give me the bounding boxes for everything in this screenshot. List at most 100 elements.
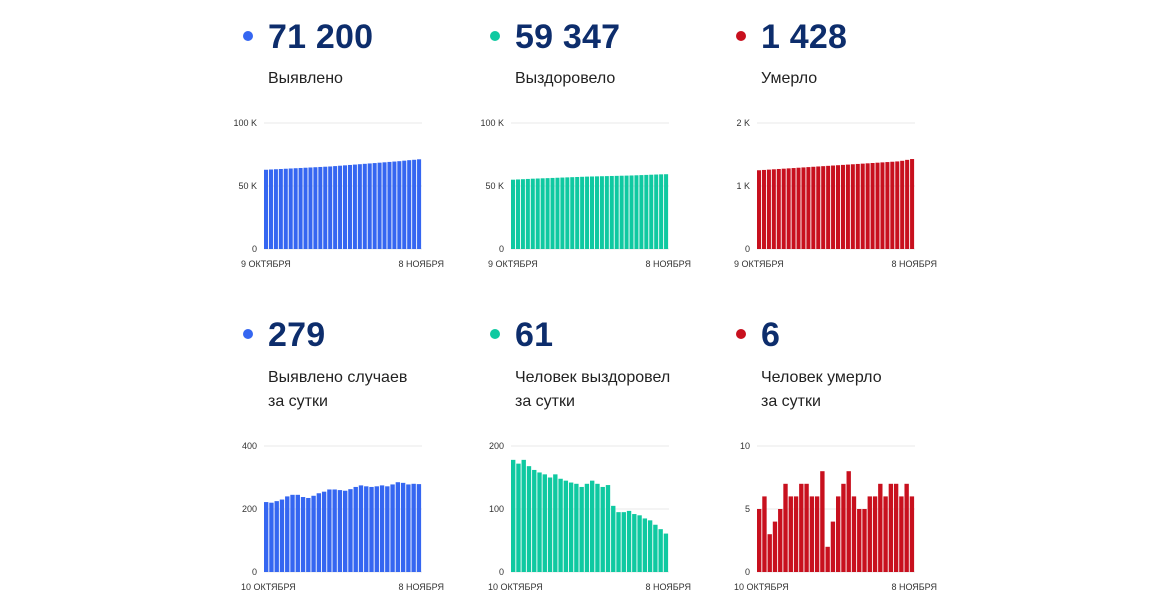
bar [767, 534, 772, 572]
x-end-label: 8 НОЯБРЯ [398, 259, 444, 269]
bar [530, 178, 535, 249]
bar [295, 494, 300, 572]
y-tick-label: 5 [745, 504, 750, 514]
bar [283, 168, 288, 249]
bar-chart: 100 K 50 K 0 9 ОКТЯБРЯ 8 НОЯБРЯ [233, 118, 444, 269]
bar [605, 485, 611, 572]
bar [387, 161, 392, 249]
bar [369, 486, 374, 572]
bar [826, 165, 831, 249]
bar [397, 161, 402, 249]
y-tick-label: 200 [242, 504, 257, 514]
bar [417, 159, 422, 249]
bar [535, 178, 540, 249]
bar [264, 502, 269, 572]
bar [584, 483, 590, 572]
bar-chart: 10 5 0 10 ОКТЯБРЯ 8 НОЯБРЯ [734, 441, 937, 592]
bar [783, 483, 788, 572]
bar-chart: 100 K 50 K 0 9 ОКТЯБРЯ 8 НОЯБРЯ [480, 118, 691, 269]
y-tick-label: 0 [745, 567, 750, 577]
y-tick-label: 10 [740, 441, 750, 451]
bar [303, 167, 308, 249]
bar [358, 485, 364, 573]
bar [273, 169, 278, 249]
bar [851, 496, 857, 572]
bar [639, 175, 644, 249]
bar [841, 483, 846, 572]
bar [893, 483, 899, 572]
bar [860, 163, 865, 249]
x-end-label: 8 НОЯБРЯ [891, 259, 937, 269]
bar [806, 167, 811, 249]
bar [766, 169, 771, 249]
bar [653, 524, 658, 572]
bar [594, 176, 599, 249]
stat-label-line: за сутки [515, 393, 575, 410]
bar [590, 176, 595, 249]
bar [306, 497, 311, 572]
legend-dot [490, 329, 500, 339]
stat-label-line: Человек умерло [761, 369, 882, 386]
bar [614, 175, 619, 249]
bar [910, 159, 915, 249]
bar [313, 167, 318, 249]
bar [809, 496, 815, 572]
bar [604, 176, 609, 249]
bar [820, 471, 825, 572]
bar [515, 179, 520, 249]
y-tick-label: 50 K [238, 181, 257, 191]
bar [900, 160, 905, 249]
bar [372, 163, 377, 249]
bar [831, 165, 836, 249]
bar [778, 509, 783, 572]
bar [600, 486, 605, 572]
bar [516, 463, 521, 572]
bar [343, 490, 348, 572]
bar [872, 496, 878, 572]
legend-dot [490, 31, 500, 41]
bar [532, 469, 537, 572]
bar [392, 161, 397, 249]
x-start-label: 9 ОКТЯБРЯ [241, 259, 291, 269]
bar [895, 161, 900, 249]
stat-value: 71 200 [268, 18, 374, 56]
bar [761, 169, 766, 249]
bar [542, 474, 547, 572]
bar [274, 501, 279, 573]
stat-label: Выявлено [268, 67, 343, 91]
bar [762, 496, 767, 572]
bar [558, 478, 563, 572]
bar [374, 486, 379, 572]
bar [654, 174, 659, 249]
bar [880, 162, 885, 250]
bar [300, 497, 306, 572]
bar [585, 176, 590, 249]
bar [298, 167, 303, 249]
bar [525, 178, 530, 249]
bar [840, 164, 845, 249]
x-start-label: 10 ОКТЯБРЯ [488, 582, 543, 592]
bar [416, 484, 422, 572]
bar [621, 512, 626, 572]
bar [644, 174, 649, 249]
bar [796, 167, 801, 249]
bar [575, 176, 580, 249]
bar [568, 482, 574, 572]
bar [321, 491, 327, 572]
bar [634, 175, 639, 249]
bar-chart: 400 200 0 10 ОКТЯБРЯ 8 НОЯБРЯ [241, 441, 444, 592]
bar [550, 177, 555, 249]
bar [390, 484, 395, 572]
stat-label-line: за сутки [268, 393, 328, 410]
bar [553, 474, 558, 572]
bar [857, 509, 862, 572]
bar [379, 485, 385, 573]
bar [545, 178, 550, 250]
bar [343, 165, 348, 249]
bar [357, 164, 362, 249]
x-end-label: 8 НОЯБРЯ [891, 582, 937, 592]
bar-chart: 200 100 0 10 ОКТЯБРЯ 8 НОЯБРЯ [488, 441, 691, 592]
bar [757, 509, 762, 572]
bar [801, 167, 806, 249]
bar [846, 471, 851, 572]
